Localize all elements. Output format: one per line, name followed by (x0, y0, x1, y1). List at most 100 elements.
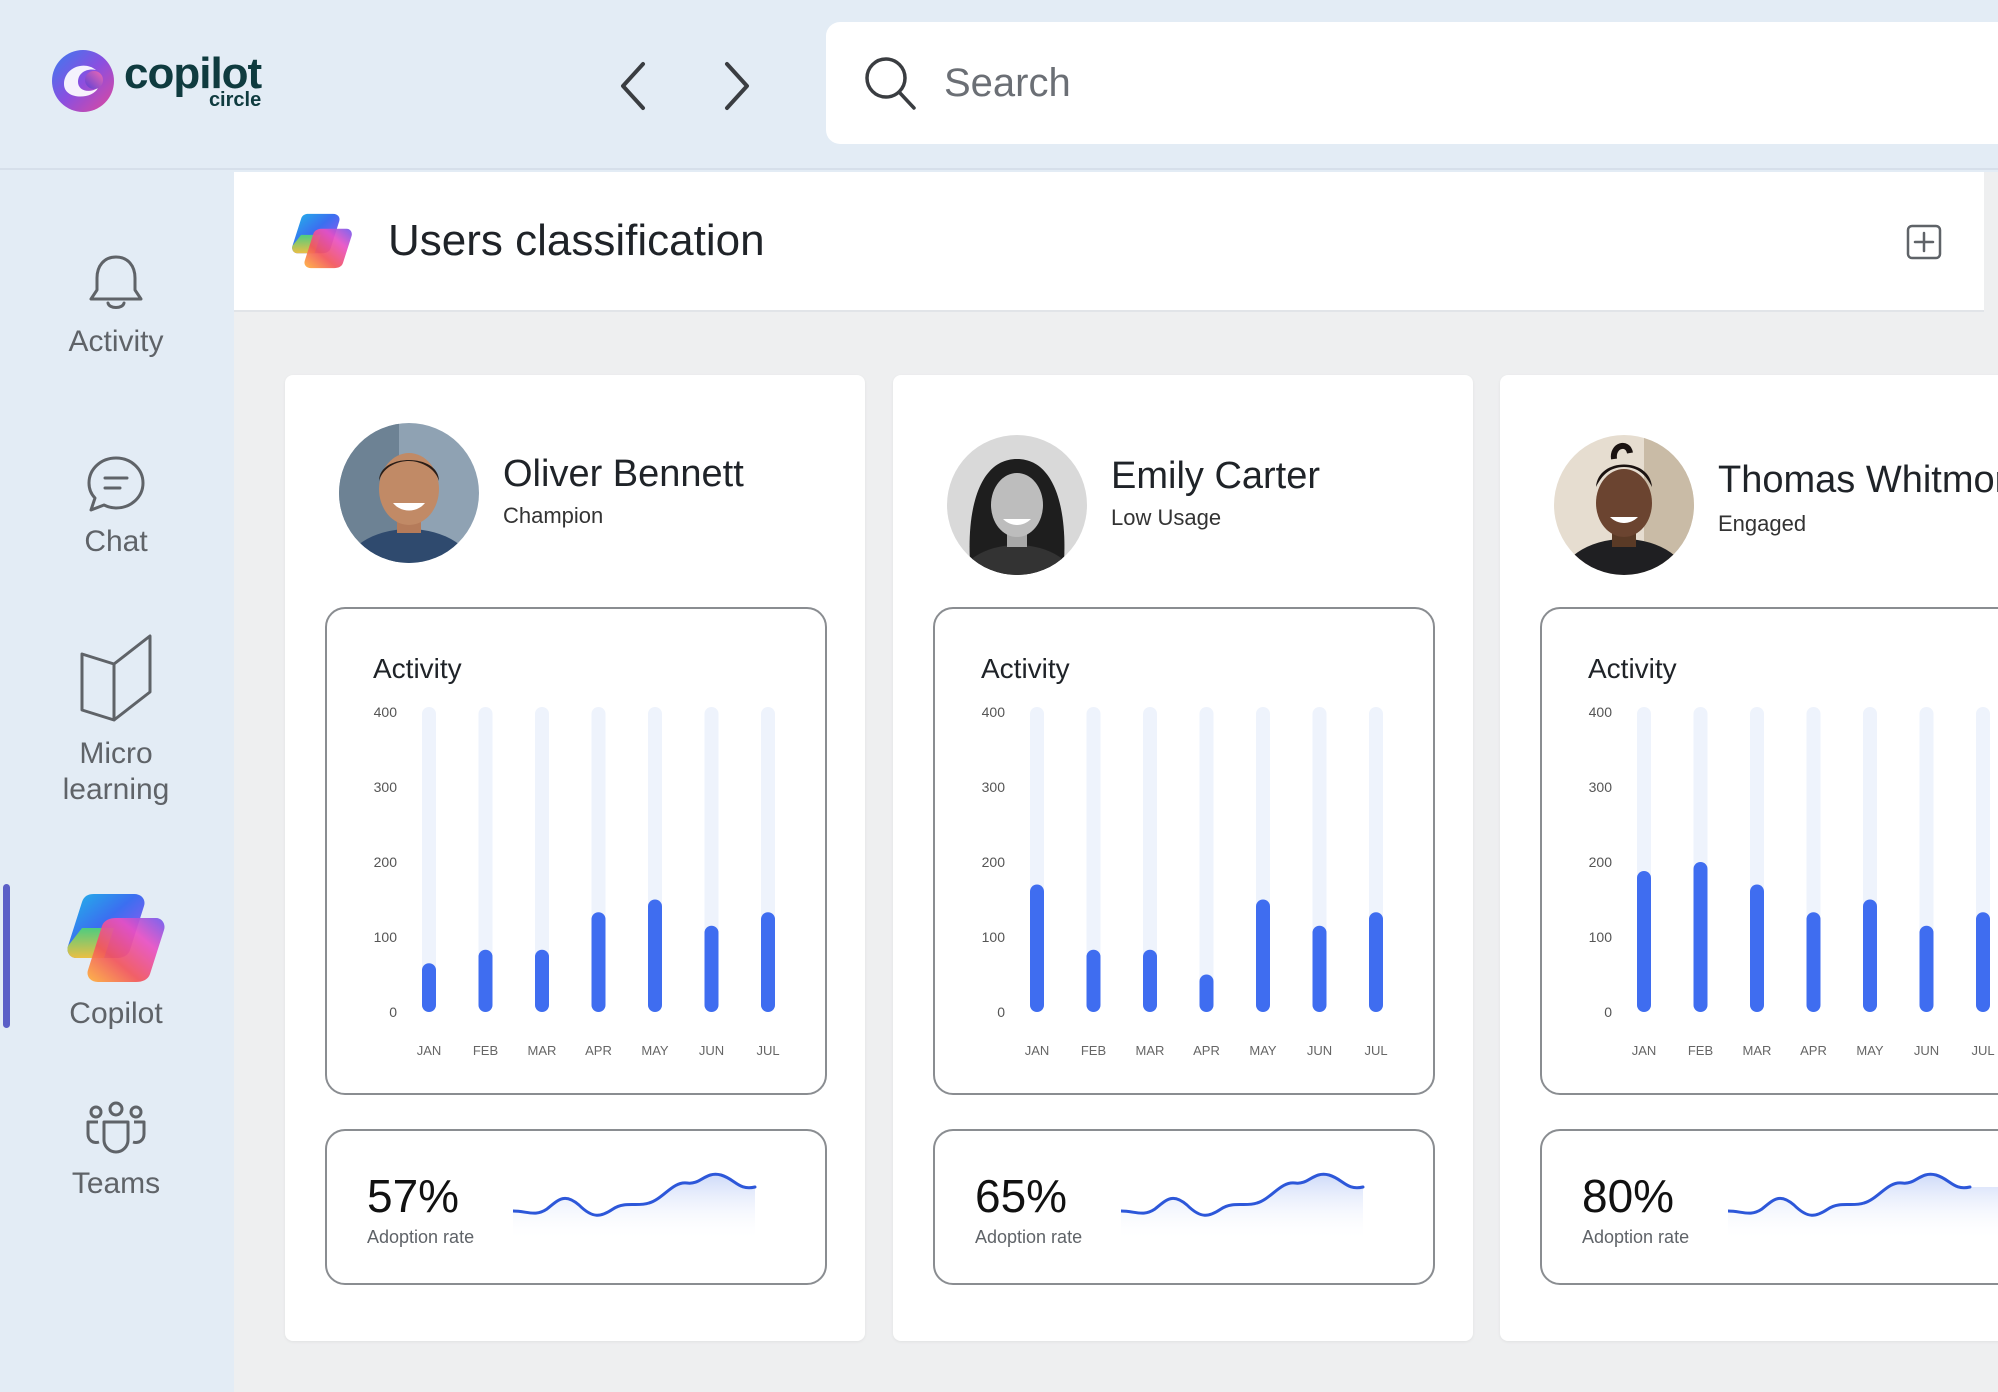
bar (704, 925, 719, 1012)
sidebar-item-activity[interactable]: Activity (0, 252, 232, 360)
x-tick-label: MAR (528, 1043, 557, 1058)
activity-chart: Activity 0 100 200 300 400 JAN FEB MAR APR MAY JUN… (325, 607, 827, 1095)
bar (535, 949, 549, 1012)
y-tick-label: 300 (982, 779, 1006, 795)
sidebar-item-label: Teams (71, 1167, 161, 1200)
sidebar-item-teams[interactable]: Teams (0, 1100, 232, 1202)
bar (1919, 925, 1934, 1012)
x-tick-label: JUL (1364, 1043, 1387, 1058)
sidebar-item-micro-learning[interactable]: Micro learning (0, 632, 232, 808)
bar-chart: 0 100 200 300 400 JAN FEB MAR APR MAY JUN JUL (374, 704, 780, 1058)
chevron-right-icon (725, 62, 749, 110)
x-tick-label: JAN (417, 1043, 442, 1058)
bar-chart: 0 100 200 300 400 JAN FEB MAR APR MAY JUN JUL (1589, 704, 1995, 1058)
x-tick-label: MAY (641, 1043, 669, 1058)
top-bar: copilot circle (0, 0, 1998, 170)
x-tick-label: JUN (699, 1043, 724, 1058)
sidebar-item-label: Copilot (69, 997, 163, 1030)
chart-title: Activity (981, 653, 1070, 684)
chart-title: Activity (1588, 653, 1677, 684)
y-tick-label: 200 (982, 854, 1006, 870)
adoption-label: Adoption rate (975, 1227, 1083, 1247)
bar (1199, 974, 1214, 1012)
user-card[interactable]: Oliver Bennett Champion Activity 0 100 200… (285, 375, 865, 1341)
logo-subtitle: circle (208, 89, 262, 111)
adoption-card: 80% Adoption rate (1540, 1129, 1998, 1285)
bar-chart: 0 100 200 300 400 JAN FEB MAR APR MAY JUN JUL (982, 704, 1388, 1058)
y-tick-label: 200 (374, 854, 398, 870)
bar (1693, 862, 1708, 1012)
y-tick-label: 100 (982, 929, 1006, 945)
bar-track (535, 707, 549, 1012)
bar-track (1086, 707, 1101, 1012)
bar (648, 899, 662, 1012)
y-tick-label: 400 (982, 704, 1006, 720)
bar (422, 963, 436, 1012)
activity-chart: Activity 0 100 200 300 400 JAN FEB MAR APR MAY JUN… (1540, 607, 1998, 1095)
book-icon (80, 634, 152, 722)
logo-name: copilot (124, 49, 262, 98)
activity-chart: Activity 0 100 200 300 400 JAN FEB MAR APR MAY JUN… (933, 607, 1435, 1095)
adoption-value: 57% (367, 1170, 460, 1222)
x-tick-label: FEB (1688, 1043, 1713, 1058)
x-tick-label: MAR (1136, 1043, 1165, 1058)
sidebar-item-copilot[interactable]: Copilot (0, 890, 232, 1032)
sidebar-item-label: Activity (68, 325, 164, 358)
bar (478, 949, 493, 1012)
bar (1030, 884, 1044, 1012)
copilot-circle-logo-icon (52, 50, 114, 112)
bar (761, 912, 775, 1012)
x-tick-label: JAN (1025, 1043, 1050, 1058)
avatar (1554, 435, 1694, 575)
user-role: Low Usage (1111, 505, 1222, 530)
forward-button[interactable] (705, 56, 765, 116)
user-name: Oliver Bennett (503, 453, 744, 495)
avatar (339, 423, 479, 563)
user-name: Emily Carter (1111, 455, 1321, 497)
sidebar: Activity Chat Micro learning (0, 172, 232, 1392)
sidebar-item-label: Chat (84, 525, 148, 558)
add-button[interactable] (1906, 224, 1942, 265)
sidebar-item-chat[interactable]: Chat (0, 454, 232, 560)
y-tick-label: 300 (374, 779, 398, 795)
page-header: Users classification (234, 172, 1984, 312)
avatar (947, 435, 1087, 575)
adoption-value: 65% (975, 1170, 1068, 1222)
x-tick-label: JUN (1307, 1043, 1332, 1058)
copilot-icon (292, 213, 352, 269)
x-tick-label: FEB (473, 1043, 498, 1058)
bar (1806, 912, 1821, 1012)
search-input[interactable] (944, 60, 1844, 106)
bar (1863, 899, 1877, 1012)
x-tick-label: APR (1193, 1043, 1220, 1058)
user-name: Thomas Whitmore (1718, 459, 1998, 501)
main-content: Users classification Oliver Bennett Cham… (234, 172, 1998, 1392)
y-tick-label: 0 (389, 1004, 397, 1020)
search-bar[interactable] (826, 22, 1998, 144)
x-tick-label: JUL (1971, 1043, 1994, 1058)
user-role: Engaged (1718, 511, 1807, 536)
adoption-label: Adoption rate (367, 1227, 475, 1247)
x-tick-label: MAY (1249, 1043, 1277, 1058)
x-tick-label: APR (1800, 1043, 1827, 1058)
adoption-card: 57% Adoption rate (325, 1129, 827, 1285)
user-card[interactable]: Emily Carter Low Usage Activity 0 100 200 3… (893, 375, 1473, 1341)
y-tick-label: 200 (1589, 854, 1613, 870)
bar (1312, 925, 1327, 1012)
user-card[interactable]: Thomas Whitmore Engaged Activity 0 100 200… (1500, 375, 1998, 1341)
back-button[interactable] (605, 56, 665, 116)
adoption-sparkline (1121, 1172, 1365, 1241)
bell-icon (89, 255, 143, 309)
bar (1143, 949, 1157, 1012)
user-role: Champion (503, 503, 604, 528)
chevron-left-icon (621, 62, 645, 110)
bar (1086, 949, 1101, 1012)
app-logo[interactable]: copilot circle (50, 48, 262, 114)
chart-title: Activity (373, 653, 462, 684)
bar (1976, 912, 1990, 1012)
y-tick-label: 100 (374, 929, 398, 945)
adoption-value: 80% (1582, 1170, 1675, 1222)
copilot-icon (67, 894, 165, 982)
x-tick-label: JUL (756, 1043, 779, 1058)
adoption-label: Adoption rate (1582, 1227, 1690, 1247)
